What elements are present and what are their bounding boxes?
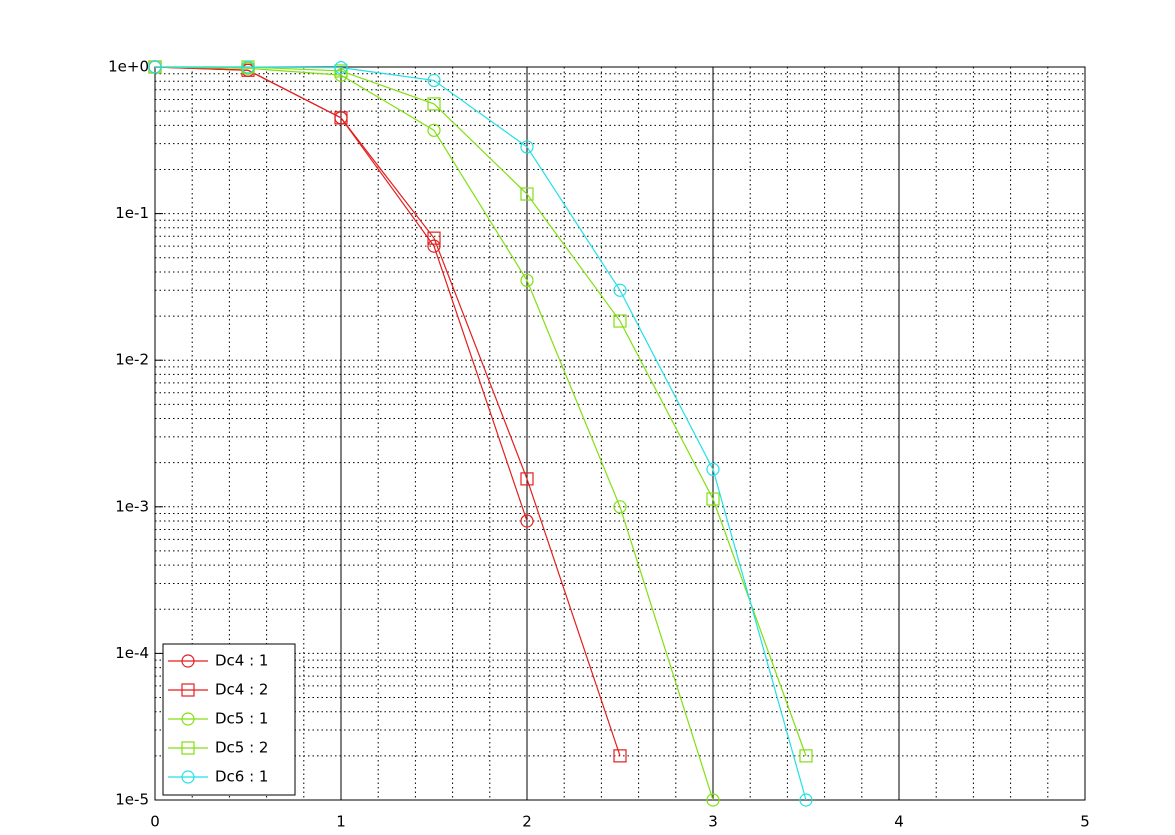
plot-frame — [154, 66, 1086, 801]
y-tick-label: 1e-3 — [115, 497, 149, 515]
marker — [181, 712, 195, 726]
marker — [520, 187, 534, 201]
marker — [427, 231, 441, 245]
series — [148, 60, 813, 807]
legend: Dc4 : 1 Dc4 : 2 Dc5 : 1 Dc5 : 2 Dc6 : 1 — [162, 643, 296, 796]
marker — [520, 472, 534, 486]
marker — [613, 749, 627, 763]
marker — [334, 61, 348, 75]
y-tick-label: 1e-5 — [115, 791, 149, 809]
marker — [334, 111, 348, 125]
marker — [181, 654, 195, 668]
marker — [799, 749, 813, 763]
x-tick-label: 5 — [1080, 813, 1090, 831]
y-tick-label: 1e-1 — [115, 204, 149, 222]
y-tick-label: 1e-2 — [115, 351, 149, 369]
marker — [520, 514, 534, 528]
legend-label: Dc5 : 2 — [215, 739, 268, 757]
marker — [706, 462, 720, 476]
x-tick-label: 4 — [894, 813, 904, 831]
series-line — [154, 66, 621, 757]
legend-label: Dc5 : 1 — [215, 710, 268, 728]
x-tick-label: 1 — [336, 813, 346, 831]
marker — [148, 60, 162, 74]
marker — [181, 683, 195, 697]
marker — [181, 770, 195, 784]
marker — [706, 492, 720, 506]
legend-label: Dc4 : 1 — [215, 652, 268, 670]
marker — [181, 741, 195, 755]
marker — [799, 793, 813, 807]
marker — [520, 140, 534, 154]
marker — [334, 64, 348, 78]
marker — [427, 123, 441, 137]
x-tick-label: 0 — [150, 813, 160, 831]
marker — [706, 793, 720, 807]
y-tick-label: 1e-4 — [115, 644, 149, 662]
y-tick-label: 1e+0 — [108, 58, 149, 76]
legend-label: Dc6 : 1 — [215, 768, 268, 786]
series-line — [155, 66, 807, 801]
legend-label: Dc4 : 2 — [215, 681, 268, 699]
marker — [613, 283, 627, 297]
series-line — [154, 66, 714, 801]
marker — [427, 239, 441, 253]
marker — [427, 73, 441, 88]
marker — [241, 60, 255, 74]
marker — [427, 97, 441, 111]
x-tick-label: 3 — [708, 813, 718, 831]
marker — [520, 273, 534, 288]
marker — [613, 500, 627, 514]
marker — [613, 314, 627, 328]
x-tick-label: 2 — [522, 813, 532, 831]
